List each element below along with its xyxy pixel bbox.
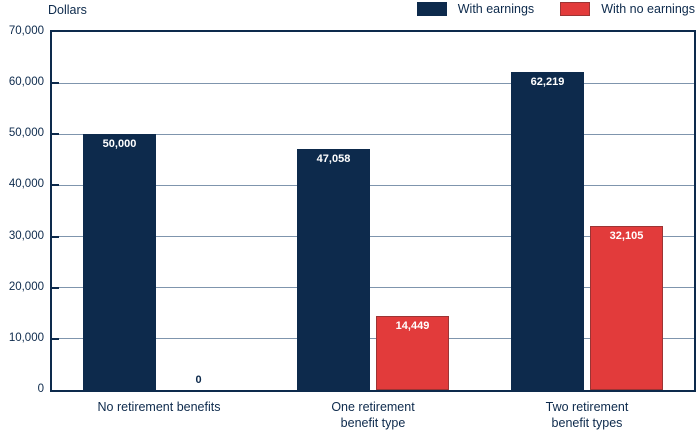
bar-value-label: 32,105 xyxy=(609,229,644,242)
gridline-20000 xyxy=(52,287,694,289)
y-tick-20000 xyxy=(52,286,59,289)
y-tick-label-50000: 50,000 xyxy=(8,127,44,140)
category-label-group2: One retirement benefit type xyxy=(331,400,415,430)
legend-item-with-no-earnings: With no earnings xyxy=(560,2,695,16)
y-tick-10000 xyxy=(52,337,59,340)
bar-with-earnings-group2 xyxy=(297,149,370,390)
y-axis-title: Dollars xyxy=(48,3,87,17)
y-tick-label-70000: 70,000 xyxy=(8,25,44,37)
bar-value-label: 47,058 xyxy=(316,153,351,166)
category-label-group1: No retirement benefits xyxy=(97,400,221,414)
gridline-30000 xyxy=(52,236,694,238)
y-tick-60000 xyxy=(52,82,59,85)
legend-swatch-with-earnings xyxy=(416,2,447,16)
y-tick-label-0: 0 xyxy=(37,383,44,395)
bar-value-label: 50,000 xyxy=(102,138,137,151)
bar-with-no-earnings-group3 xyxy=(590,225,663,390)
bar-value-label: 0 xyxy=(195,374,202,386)
y-tick-50000 xyxy=(52,133,59,136)
legend-label-with-earnings: With earnings xyxy=(457,2,535,16)
y-tick-label-20000: 20,000 xyxy=(8,280,44,293)
legend-swatch-with-no-earnings xyxy=(560,2,591,16)
y-tick-label-30000: 30,000 xyxy=(8,229,44,242)
bar-with-earnings-group1 xyxy=(83,134,156,390)
legend: With earnings With no earnings xyxy=(416,2,695,16)
bar-value-label: 14,449 xyxy=(395,320,430,333)
category-label-group3: Two retirement benefit types xyxy=(545,400,629,430)
y-tick-label-40000: 40,000 xyxy=(8,178,44,191)
y-tick-40000 xyxy=(52,184,59,187)
gridline-60000 xyxy=(52,82,694,84)
legend-label-with-no-earnings: With no earnings xyxy=(601,2,695,16)
gridline-40000 xyxy=(52,184,694,186)
plot-area: 50,000 0 47,058 14,449 62,219 32,105 xyxy=(50,30,696,392)
bar-with-earnings-group3 xyxy=(511,71,584,390)
gridline-50000 xyxy=(52,133,694,135)
bar-with-no-earnings-group2 xyxy=(376,316,449,390)
y-tick-label-60000: 60,000 xyxy=(8,76,44,89)
legend-item-with-earnings: With earnings xyxy=(416,2,535,16)
y-tick-label-10000: 10,000 xyxy=(8,331,44,344)
gridline-10000 xyxy=(52,338,694,340)
bar-value-label: 62,219 xyxy=(530,75,565,88)
y-tick-30000 xyxy=(52,235,59,238)
